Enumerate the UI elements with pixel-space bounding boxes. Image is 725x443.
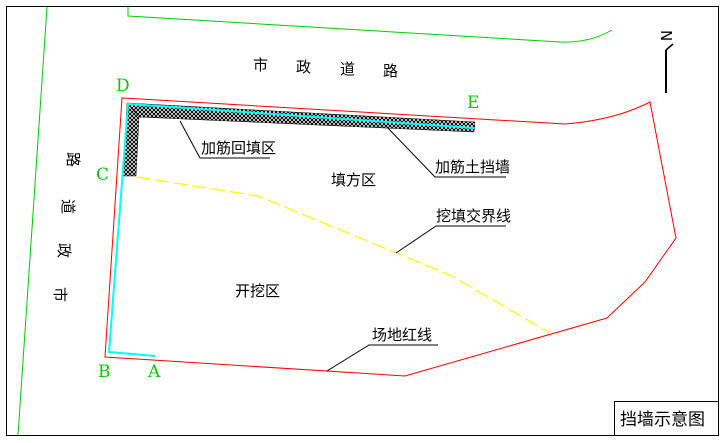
left-road-edge: [17, 6, 48, 436]
north-arrow-label: N: [657, 30, 675, 41]
top-road-char-1: 市: [253, 56, 268, 74]
top-road-edge: [127, 7, 613, 43]
cut-fill-boundary-line: [135, 176, 551, 334]
point-label-a: A: [147, 362, 161, 382]
top-road-char-3: 道: [340, 60, 355, 78]
north-arrow-icon: N: [657, 30, 675, 93]
top-road-char-4: 路: [383, 62, 398, 80]
top-road-char-2: 政: [296, 58, 311, 76]
left-road-label: 路 道 政 市: [51, 152, 82, 302]
callout-reinforced-backfill: 加筋回填区: [179, 120, 276, 159]
callout-cut-fill-boundary: 挖填交界线: [395, 207, 511, 254]
drawing-frame: [6, 6, 719, 436]
callout-reinforced-backfill-text: 加筋回填区: [201, 139, 276, 157]
point-label-d: D: [116, 76, 130, 96]
left-road-char-2: 政: [55, 243, 73, 258]
point-label-e: E: [467, 93, 479, 113]
left-road-char-4: 路: [64, 152, 82, 167]
site-red-line-boundary: [104, 97, 677, 377]
callout-site-red-line: 场地红线: [326, 326, 438, 372]
left-road-char-3: 道: [59, 199, 77, 214]
fill-zone-label: 填方区: [331, 171, 376, 189]
point-label-c: C: [96, 165, 109, 185]
callout-site-red-line-text: 场地红线: [372, 326, 432, 344]
title-block: 挡墙示意图: [614, 401, 719, 436]
top-road-label: 市 政 道 路: [253, 56, 398, 80]
callout-reinforced-wall: 加筋土挡墙: [384, 124, 510, 178]
retaining-wall-line: [107, 102, 475, 357]
callout-reinforced-wall-text: 加筋土挡墙: [435, 158, 510, 176]
drawing-title: 挡墙示意图: [620, 410, 705, 430]
left-road-char-1: 市: [51, 287, 69, 302]
point-label-b: B: [98, 362, 111, 382]
cut-zone-label: 开挖区: [235, 282, 280, 300]
callout-cut-fill-boundary-text: 挖填交界线: [436, 207, 511, 225]
